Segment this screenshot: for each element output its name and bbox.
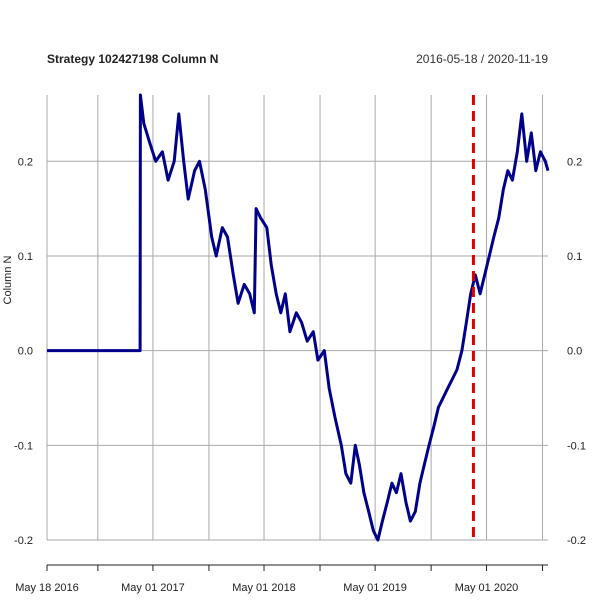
- y-tick-label-left-2: 0.0: [18, 346, 33, 358]
- y-tick-label-right-1: 0.1: [567, 251, 582, 263]
- y-tick-label-right-2: 0.0: [567, 346, 582, 358]
- x-tick-label-1: May 01 2017: [121, 582, 185, 594]
- y-tick-label-right-0: 0.2: [567, 156, 582, 168]
- x-tick-label-2: May 01 2018: [232, 582, 296, 594]
- y-axis-label: Column N: [2, 255, 14, 304]
- y-tick-label-right-4: -0.2: [567, 535, 586, 547]
- gridlines: [46, 95, 548, 541]
- series-line-0: [47, 93, 550, 542]
- y-axes: 0.2 0.2 0.1 0.1 0.0 0.0 -0.1 -0.1 -0.2 -0.2: [14, 156, 586, 547]
- x-axis: May 18 2016 May 01 2017 May 01 2018 May 01 …: [15, 564, 548, 594]
- chart-title: Strategy 102427198 Column N: [47, 52, 218, 66]
- y-tick-label-left-3: -0.1: [14, 440, 33, 452]
- x-tick-label-3: May 01 2019: [343, 582, 407, 594]
- y-tick-label-left-0: 0.2: [18, 156, 33, 168]
- y-tick-label-right-3: -0.1: [567, 440, 586, 452]
- series-group: [47, 93, 550, 542]
- x-tick-label-0: May 18 2016: [15, 582, 79, 594]
- y-tick-label-left-4: -0.2: [14, 535, 33, 547]
- chart-date-range: 2016-05-18 / 2020-11-19: [416, 52, 548, 66]
- y-tick-label-left-1: 0.1: [18, 251, 33, 263]
- x-tick-label-4: May 01 2020: [455, 582, 519, 594]
